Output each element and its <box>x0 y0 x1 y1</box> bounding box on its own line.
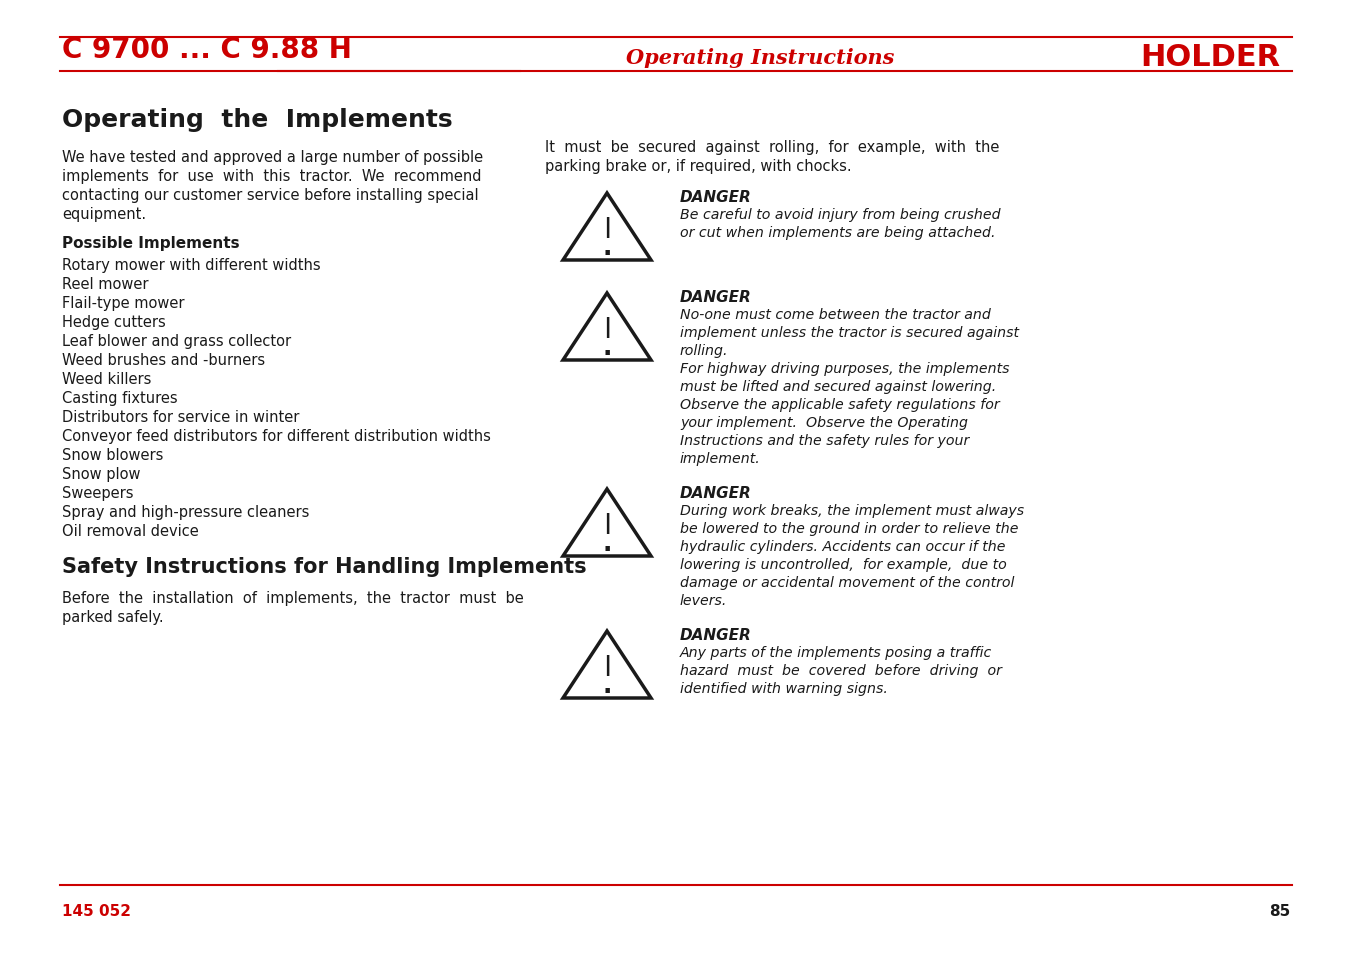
Text: damage or accidental movement of the control: damage or accidental movement of the con… <box>680 576 1014 589</box>
Text: Operating  the  Implements: Operating the Implements <box>62 108 453 132</box>
Text: contacting our customer service before installing special: contacting our customer service before i… <box>62 188 479 203</box>
Text: |: | <box>603 316 611 337</box>
Polygon shape <box>562 490 652 557</box>
Polygon shape <box>562 193 652 261</box>
Text: DANGER: DANGER <box>680 290 752 305</box>
Text: implement unless the tractor is secured against: implement unless the tractor is secured … <box>680 326 1019 339</box>
Text: Snow plow: Snow plow <box>62 467 141 481</box>
Text: must be lifted and secured against lowering.: must be lifted and secured against lower… <box>680 379 996 394</box>
Text: No-one must come between the tractor and: No-one must come between the tractor and <box>680 308 991 322</box>
Text: be lowered to the ground in order to relieve the: be lowered to the ground in order to rel… <box>680 521 1018 536</box>
Text: parking brake or, if required, with chocks.: parking brake or, if required, with choc… <box>545 159 852 173</box>
Text: Hedge cutters: Hedge cutters <box>62 314 166 330</box>
Text: Snow blowers: Snow blowers <box>62 448 164 462</box>
Text: or cut when implements are being attached.: or cut when implements are being attache… <box>680 226 995 240</box>
Text: DANGER: DANGER <box>680 627 752 642</box>
Text: Any parts of the implements posing a traffic: Any parts of the implements posing a tra… <box>680 645 992 659</box>
Text: identified with warning signs.: identified with warning signs. <box>680 681 888 696</box>
Text: .: . <box>602 531 611 555</box>
Text: Reel mower: Reel mower <box>62 276 149 292</box>
Text: Weed killers: Weed killers <box>62 372 151 387</box>
Polygon shape <box>562 631 652 699</box>
Text: Possible Implements: Possible Implements <box>62 235 239 251</box>
Text: DANGER: DANGER <box>680 190 752 205</box>
Text: |: | <box>603 655 611 676</box>
Text: Oil removal device: Oil removal device <box>62 523 199 538</box>
Text: implement.: implement. <box>680 452 761 465</box>
Text: For highway driving purposes, the implements: For highway driving purposes, the implem… <box>680 361 1010 375</box>
Polygon shape <box>562 294 652 360</box>
Text: Spray and high-pressure cleaners: Spray and high-pressure cleaners <box>62 504 310 519</box>
Text: hazard  must  be  covered  before  driving  or: hazard must be covered before driving or <box>680 663 1002 678</box>
Text: DANGER: DANGER <box>680 485 752 500</box>
Text: parked safely.: parked safely. <box>62 609 164 624</box>
Text: Distributors for service in winter: Distributors for service in winter <box>62 410 299 424</box>
Text: Rotary mower with different widths: Rotary mower with different widths <box>62 257 320 273</box>
Text: Casting fixtures: Casting fixtures <box>62 391 177 406</box>
Text: rolling.: rolling. <box>680 344 729 357</box>
Text: .: . <box>602 335 611 359</box>
Text: 85: 85 <box>1268 903 1290 919</box>
Text: implements  for  use  with  this  tractor.  We  recommend: implements for use with this tractor. We… <box>62 169 481 184</box>
Text: C 9700 ... C 9.88 H: C 9700 ... C 9.88 H <box>62 36 352 64</box>
Text: equipment.: equipment. <box>62 207 146 222</box>
Text: Safety Instructions for Handling Implements: Safety Instructions for Handling Impleme… <box>62 557 587 577</box>
Text: HOLDER: HOLDER <box>1140 44 1280 72</box>
Text: your implement.  Observe the Operating: your implement. Observe the Operating <box>680 416 968 430</box>
Text: During work breaks, the implement must always: During work breaks, the implement must a… <box>680 503 1023 517</box>
Text: Weed brushes and -burners: Weed brushes and -burners <box>62 353 265 368</box>
Text: It  must  be  secured  against  rolling,  for  example,  with  the: It must be secured against rolling, for … <box>545 140 999 154</box>
Text: Conveyor feed distributors for different distribution widths: Conveyor feed distributors for different… <box>62 429 491 443</box>
Text: Observe the applicable safety regulations for: Observe the applicable safety regulation… <box>680 397 999 412</box>
Text: Operating Instructions: Operating Instructions <box>626 48 894 68</box>
Text: We have tested and approved a large number of possible: We have tested and approved a large numb… <box>62 150 483 165</box>
Text: lowering is uncontrolled,  for example,  due to: lowering is uncontrolled, for example, d… <box>680 558 1007 572</box>
Text: levers.: levers. <box>680 594 727 607</box>
Text: Sweepers: Sweepers <box>62 485 134 500</box>
Text: |: | <box>603 513 611 534</box>
Text: Leaf blower and grass collector: Leaf blower and grass collector <box>62 334 291 349</box>
Text: .: . <box>602 673 611 697</box>
Text: Instructions and the safety rules for your: Instructions and the safety rules for yo… <box>680 434 969 448</box>
Text: Flail-type mower: Flail-type mower <box>62 295 184 311</box>
Text: 145 052: 145 052 <box>62 903 131 919</box>
Text: .: . <box>602 235 611 259</box>
Text: |: | <box>603 217 611 238</box>
Text: Be careful to avoid injury from being crushed: Be careful to avoid injury from being cr… <box>680 208 1000 222</box>
Text: Before  the  installation  of  implements,  the  tractor  must  be: Before the installation of implements, t… <box>62 590 523 605</box>
Text: hydraulic cylinders. Accidents can occur if the: hydraulic cylinders. Accidents can occur… <box>680 539 1006 554</box>
